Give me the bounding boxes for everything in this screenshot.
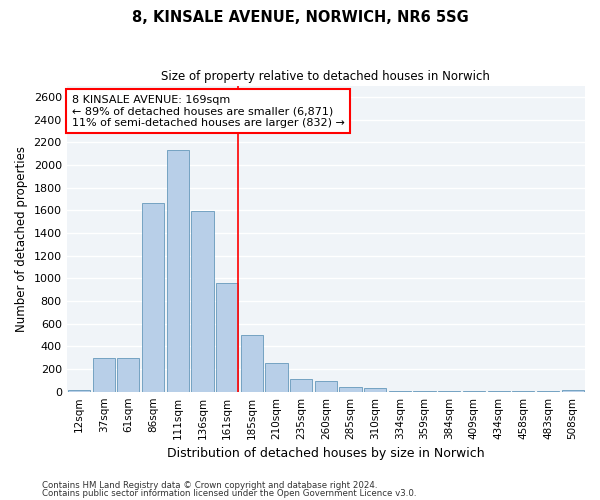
Bar (562, 390, 584, 392)
Bar (167, 150, 189, 392)
Bar (142, 204, 164, 392)
Text: Contains public sector information licensed under the Open Government Licence v3: Contains public sector information licen… (42, 489, 416, 498)
Bar (512, 391, 535, 392)
Bar (364, 388, 386, 392)
Text: Contains HM Land Registry data © Crown copyright and database right 2024.: Contains HM Land Registry data © Crown c… (42, 480, 377, 490)
X-axis label: Distribution of detached houses by size in Norwich: Distribution of detached houses by size … (167, 447, 485, 460)
Bar (315, 381, 337, 392)
Text: 8, KINSALE AVENUE, NORWICH, NR6 5SG: 8, KINSALE AVENUE, NORWICH, NR6 5SG (131, 10, 469, 25)
Bar (92, 358, 115, 392)
Bar (290, 378, 312, 392)
Bar (265, 364, 287, 392)
Bar (463, 391, 485, 392)
Bar (537, 391, 559, 392)
Y-axis label: Number of detached properties: Number of detached properties (15, 146, 28, 332)
Title: Size of property relative to detached houses in Norwich: Size of property relative to detached ho… (161, 70, 490, 83)
Bar (340, 386, 362, 392)
Bar (438, 391, 460, 392)
Bar (117, 358, 139, 392)
Bar (191, 212, 214, 392)
Bar (389, 391, 411, 392)
Text: 8 KINSALE AVENUE: 169sqm
← 89% of detached houses are smaller (6,871)
11% of sem: 8 KINSALE AVENUE: 169sqm ← 89% of detach… (72, 94, 345, 128)
Bar (68, 390, 90, 392)
Bar (241, 335, 263, 392)
Bar (413, 391, 436, 392)
Bar (488, 391, 510, 392)
Bar (216, 283, 238, 392)
